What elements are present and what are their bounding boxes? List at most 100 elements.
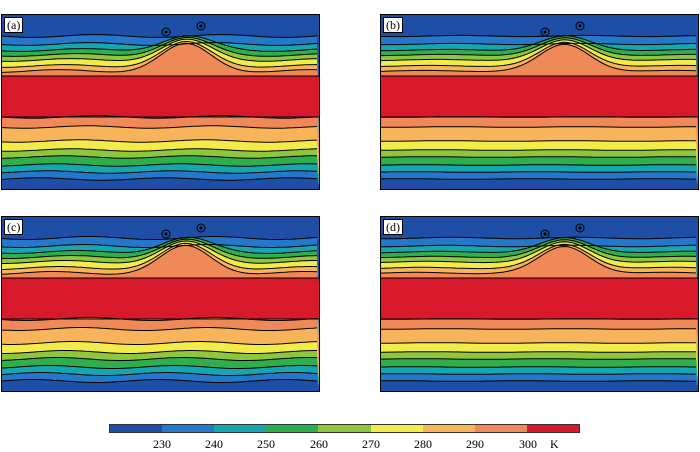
contour-line <box>380 41 696 67</box>
panel-label-a: (a) <box>4 17 24 33</box>
vortex-core <box>543 232 547 236</box>
contour-line <box>1 327 318 331</box>
contour-line <box>380 358 697 360</box>
contour-line <box>380 237 696 254</box>
contour-line <box>380 243 697 270</box>
panel-label-c: (c) <box>4 219 24 235</box>
panel-frame <box>380 14 699 190</box>
contour-line <box>380 42 696 46</box>
panel-frame <box>1 14 320 190</box>
contour-line <box>1 238 318 259</box>
contour-line <box>380 366 696 368</box>
vortex-curl <box>161 27 171 37</box>
colorbar-segment <box>266 425 319 432</box>
panel-frame <box>380 216 699 392</box>
panel-c: (c) <box>1 216 320 392</box>
contour-line <box>380 116 696 118</box>
colorbar-segment <box>526 425 579 432</box>
vortex-core <box>199 24 203 28</box>
contour-line <box>380 178 696 180</box>
colorbar-unit: K <box>550 437 559 451</box>
contour-band <box>380 278 699 319</box>
contour-line <box>380 140 696 142</box>
contour-line <box>1 244 318 248</box>
contour-line <box>1 155 317 159</box>
contour-band <box>380 178 699 190</box>
contour-line <box>1 139 318 143</box>
contour-line <box>380 149 696 151</box>
contour-line <box>380 43 697 72</box>
vortex-core <box>578 24 582 28</box>
panel-a: (a) <box>1 14 320 190</box>
contour-line <box>380 241 697 264</box>
colorbar-tick: 280 <box>414 437 432 451</box>
vortex-core <box>578 226 582 230</box>
contour-line <box>1 236 318 254</box>
contour-line <box>1 350 317 354</box>
contour-line <box>380 328 696 330</box>
contour-line <box>380 164 697 166</box>
contour-line <box>1 35 318 52</box>
contour-plot-d <box>380 216 699 392</box>
contour-band <box>1 379 320 392</box>
contour-line <box>380 126 696 128</box>
contour-line <box>380 318 696 320</box>
colorbar-segment <box>110 425 163 432</box>
contour-line <box>380 156 696 158</box>
contour-line <box>380 342 696 344</box>
contour-line <box>1 242 318 270</box>
colorbar-segment <box>214 425 267 432</box>
contour-line <box>1 341 318 345</box>
contour-band <box>380 380 699 392</box>
colorbar-tick: 260 <box>310 437 328 451</box>
vortex-core <box>164 30 168 34</box>
contour-band <box>380 76 699 117</box>
contour-plot-c <box>1 216 320 392</box>
colorbar-segment <box>370 425 423 432</box>
contour-line <box>380 244 696 248</box>
contour-line <box>1 148 318 152</box>
contour-line <box>1 357 318 361</box>
vortex-curl <box>540 229 550 239</box>
panel-label-d: (d) <box>383 219 403 235</box>
vortex-core <box>199 226 203 230</box>
contour-line <box>1 317 318 321</box>
colorbar-segment <box>474 425 527 432</box>
contour-band <box>1 278 320 319</box>
contour-line <box>1 163 318 167</box>
contour-line <box>1 379 318 383</box>
contour-line <box>380 236 697 240</box>
contour-line <box>380 373 696 375</box>
contour-line <box>1 115 318 119</box>
contour-line <box>1 240 317 264</box>
contour-line <box>380 245 697 275</box>
contour-band <box>1 76 320 117</box>
contour-line <box>1 34 318 38</box>
colorbar-tick: 250 <box>257 437 275 451</box>
contour-line <box>380 380 696 382</box>
panel-b: (b) <box>380 14 699 190</box>
contour-line <box>380 37 696 57</box>
vortex-curl <box>575 223 585 233</box>
vortex-curl <box>575 21 585 31</box>
contour-line <box>1 38 318 62</box>
contour-line <box>1 236 318 240</box>
colorbar-tick: 300 <box>519 437 537 451</box>
vortex-curl <box>540 27 550 37</box>
contour-line <box>1 170 318 174</box>
vortex-curl <box>196 223 206 233</box>
contour-line <box>380 171 696 173</box>
contour-line <box>1 36 318 57</box>
vortex-core <box>164 232 168 236</box>
vortex-core <box>543 30 547 34</box>
vortex-curl <box>196 21 206 31</box>
contour-line <box>380 34 697 38</box>
panel-frame <box>1 216 320 392</box>
vortex-curl <box>161 229 171 239</box>
colorbar-segment <box>318 425 371 432</box>
colorbar-segment <box>422 425 475 432</box>
contour-line <box>1 244 318 275</box>
panel-label-b: (b) <box>383 17 403 33</box>
contour-line <box>1 42 318 46</box>
contour-line <box>1 42 318 73</box>
